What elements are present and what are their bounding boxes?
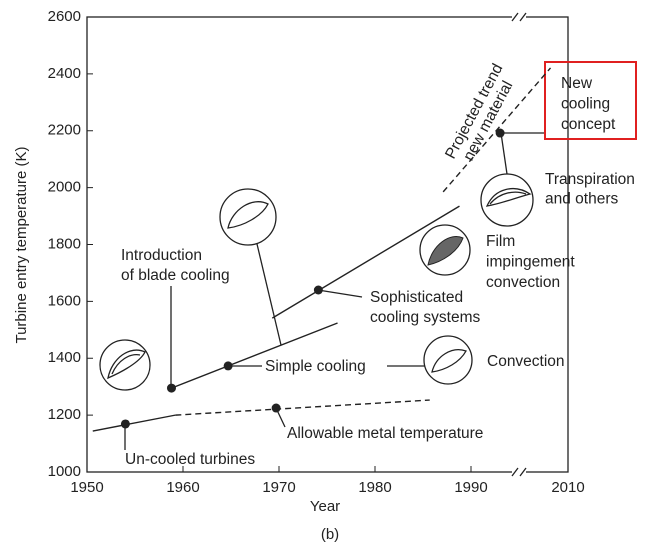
y-tick-label: 1800 [48, 235, 81, 252]
y-tick-label: 1200 [48, 406, 81, 423]
line [171, 323, 337, 388]
x-axis-label: Year [310, 498, 340, 515]
data-point [224, 361, 233, 370]
data-point [272, 404, 281, 413]
caption: (b) [321, 526, 339, 543]
y-tick-label: 1000 [48, 463, 81, 480]
y-tick-label: 2000 [48, 179, 81, 196]
x-tick-label: 2010 [551, 479, 584, 496]
data-point [121, 419, 130, 428]
line [175, 400, 429, 415]
annotation: Film [486, 233, 515, 250]
annotation: Allowable metal temperature [287, 425, 483, 442]
leaders [125, 133, 545, 450]
annotations: Un-cooled turbines Allowable metal temper… [121, 61, 635, 468]
data-point [314, 286, 323, 295]
annotation: cooling systems [370, 309, 481, 326]
annotation: cooling [561, 96, 610, 113]
y-tick-label: 2600 [48, 8, 81, 25]
y-tick-label: 1600 [48, 292, 81, 309]
annotation: Un-cooled turbines [125, 451, 255, 468]
annotation: Convection [487, 353, 565, 370]
x-tick-label: 1950 [70, 479, 103, 496]
annotation: and others [545, 191, 618, 208]
y-tick-label: 2400 [48, 65, 81, 82]
annotation: concept [561, 116, 616, 133]
annotation: Sophisticated [370, 289, 463, 306]
annotation: Simple cooling [265, 358, 366, 375]
x-tick-label: 1970 [262, 479, 295, 496]
annotation: impingement [486, 254, 575, 271]
annotation: Transpiration [545, 171, 635, 188]
y-tick-label: 2200 [48, 122, 81, 139]
annotation: of blade cooling [121, 267, 230, 284]
y-tick-label: 1400 [48, 349, 81, 366]
data-point [167, 384, 176, 393]
chart: Turbine entry temperature (K) Year (b) U… [0, 0, 661, 545]
line [93, 415, 176, 431]
annotation: convection [486, 274, 560, 291]
data-point [496, 129, 505, 138]
annotation: New [561, 75, 593, 92]
x-tick-label: 1980 [358, 479, 391, 496]
x-tick-label: 1990 [454, 479, 487, 496]
x-tick-label: 1960 [166, 479, 199, 496]
y-axis-label: Turbine entry temperature (K) [13, 146, 30, 343]
annotation: Introduction [121, 247, 202, 264]
